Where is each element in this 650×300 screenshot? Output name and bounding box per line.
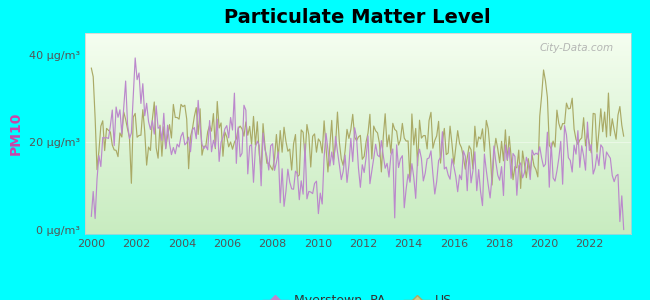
Text: City-Data.com: City-Data.com (540, 43, 614, 53)
Legend: Myerstown, PA, US: Myerstown, PA, US (257, 289, 458, 300)
Y-axis label: PM10: PM10 (9, 112, 23, 155)
Title: Particulate Matter Level: Particulate Matter Level (224, 8, 491, 27)
